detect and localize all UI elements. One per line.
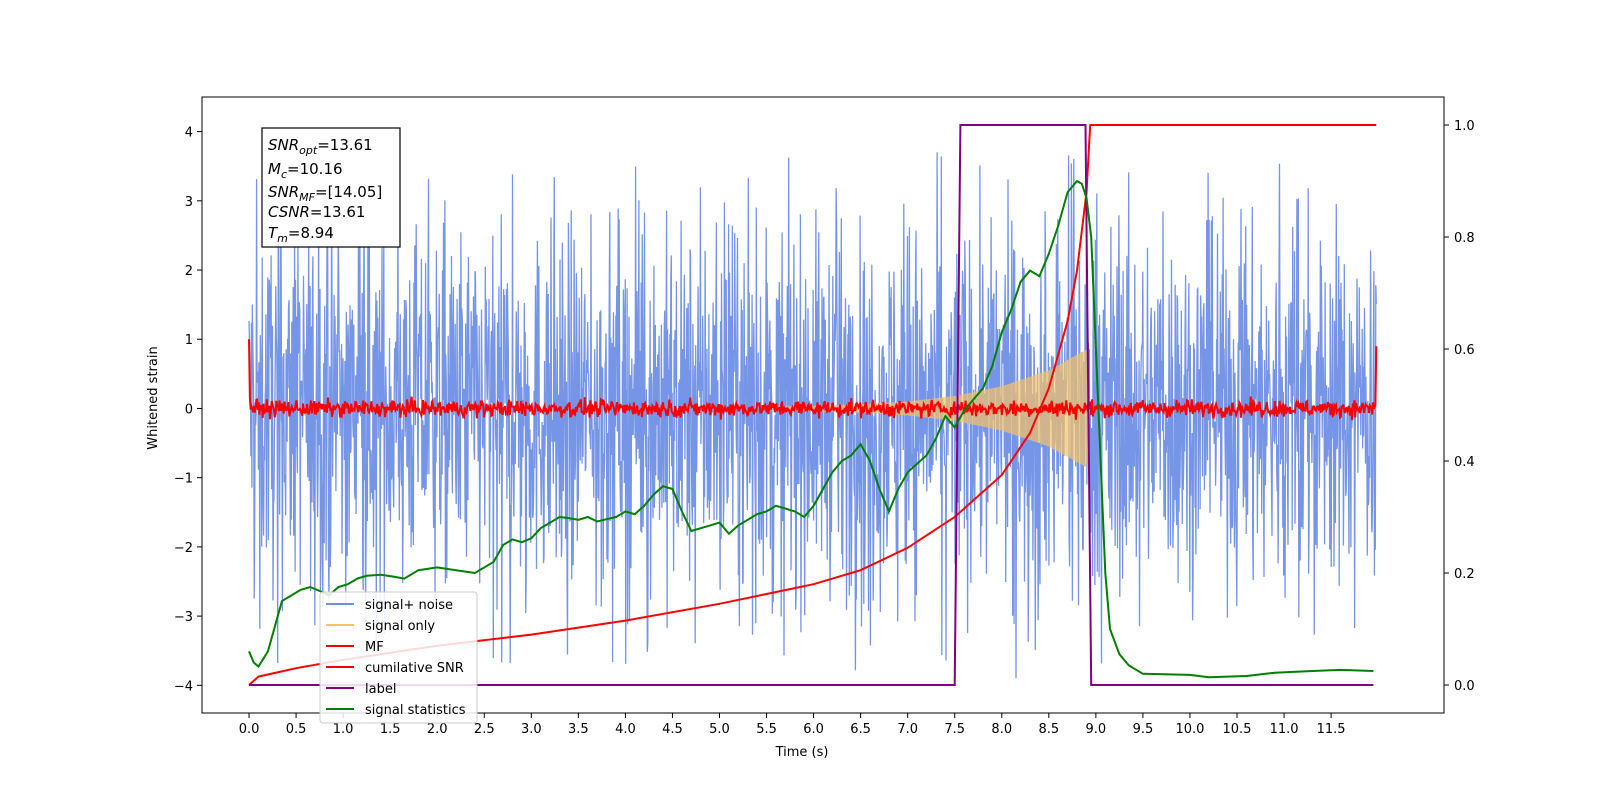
x-tick-label: 1.5 [380, 722, 401, 737]
y-tick-label: 2 [185, 264, 193, 279]
y2-tick-label: 0.4 [1454, 455, 1475, 470]
x-tick-label: 4.5 [662, 722, 683, 737]
y2-tick-label: 0.2 [1454, 567, 1475, 582]
x-tick-label: 2.5 [474, 722, 495, 737]
x-tick-label: 0.5 [286, 722, 307, 737]
info-box: SNRopt=13.61 Mc=10.16 SNRMF=[14.05] CSNR… [261, 127, 401, 248]
y2-tick-label: 0.8 [1454, 231, 1475, 246]
legend: signal+ noise signal only MF cumilative … [319, 591, 478, 724]
x-axis-label: Time (s) [775, 745, 829, 760]
series-mf [248, 339, 1378, 421]
info-csnr: CSNR=13.61 [268, 203, 365, 221]
x-tick-label: 1.0 [333, 722, 354, 737]
legend-label-csnr: cumilative SNR [365, 661, 464, 676]
legend-label-label: label [365, 682, 396, 697]
x-tick-label: 10.5 [1223, 722, 1252, 737]
y-tick-label: 0 [185, 402, 193, 417]
y-tick-label: −3 [174, 610, 193, 625]
x-tick-label: 3.5 [568, 722, 589, 737]
x-tick-label: 3.0 [521, 722, 542, 737]
y-axis-label: Whitened strain [146, 346, 161, 449]
y-tick-label: 3 [185, 195, 193, 210]
x-tick-label: 9.5 [1133, 722, 1154, 737]
info-tm: Tm=8.94 [268, 224, 334, 245]
x-tick-label: 8.0 [991, 722, 1012, 737]
series-signal-noise [248, 152, 1377, 679]
x-tick-label: 8.5 [1038, 722, 1059, 737]
series-label [249, 124, 1374, 686]
y2-tick-label: 0.6 [1454, 343, 1475, 358]
legend-label-mf: MF [365, 640, 384, 655]
x-tick-label: 6.0 [803, 722, 824, 737]
x-tick-label: 10.0 [1175, 722, 1204, 737]
x-tick-label: 4.0 [615, 722, 636, 737]
legend-label-stat: signal statistics [365, 703, 466, 718]
x-tick-label: 0.0 [239, 722, 260, 737]
x-tick-label: 2.0 [427, 722, 448, 737]
y-tick-label: 4 [185, 126, 193, 141]
plot-frame [201, 96, 1445, 714]
x-tick-label: 6.5 [850, 722, 871, 737]
legend-label-signal: signal only [365, 619, 435, 634]
x-tick-label: 5.0 [709, 722, 730, 737]
y2-tick-label: 0.0 [1454, 679, 1475, 694]
y-tick-label: −4 [174, 679, 193, 694]
y-tick-label: 1 [185, 333, 193, 348]
info-snr-mf: SNRMF=[14.05] [268, 183, 382, 204]
x-tick-label: 7.0 [897, 722, 918, 737]
x-tick-label: 11.5 [1317, 722, 1346, 737]
x-tick-label: 7.5 [944, 722, 965, 737]
plot-area: 0.0 0.5 1.0 1.5 2.0 2.5 3.0 3.5 4.0 4.5 5.0 5.5 6.0 6… [174, 96, 1475, 737]
x-tick-label: 11.0 [1270, 722, 1299, 737]
x-tick-label: 5.5 [756, 722, 777, 737]
info-snr-opt: SNRopt=13.61 [268, 136, 373, 157]
info-mc: Mc=10.16 [268, 160, 343, 181]
x-tick-label: 9.0 [1086, 722, 1107, 737]
y-tick-label: −1 [174, 472, 193, 487]
y-tick-label: −2 [174, 541, 193, 556]
y2-tick-label: 1.0 [1454, 119, 1475, 134]
series-signal-statistics [248, 179, 1374, 679]
legend-label-noise: signal+ noise [365, 598, 453, 613]
